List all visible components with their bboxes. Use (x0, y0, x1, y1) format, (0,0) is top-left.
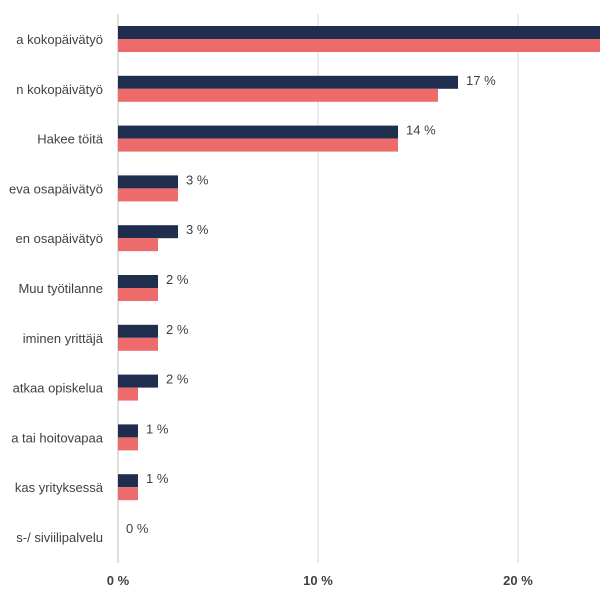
data-label: 0 % (126, 521, 149, 536)
category-label: en osapäivätyö (16, 231, 103, 246)
data-label: 3 % (186, 172, 209, 187)
category-label: atkaa opiskelua (13, 381, 104, 396)
category-label: a kokopäivätyö (16, 32, 103, 47)
bars (118, 26, 600, 501)
bar-series-2 (118, 39, 600, 52)
bar-series-2 (118, 487, 138, 501)
category-label: a tai hoitovapaa (11, 430, 104, 445)
data-label: 1 % (146, 471, 169, 486)
bar-series-2 (118, 138, 398, 152)
data-label: 17 % (466, 73, 496, 88)
bar-series-2 (118, 238, 158, 252)
category-label: kas yrityksessä (15, 480, 104, 495)
bar-series-1 (118, 424, 138, 438)
bar-series-1 (118, 175, 178, 189)
x-tick-label: 0 % (107, 573, 130, 588)
bar-series-1 (118, 374, 158, 388)
x-tick-label: 10 % (303, 573, 333, 588)
bar-series-1 (118, 324, 158, 338)
category-label: Muu työtilanne (18, 281, 103, 296)
bar-series-2 (118, 88, 438, 102)
data-label: 14 % (406, 123, 436, 138)
bar-series-1 (118, 26, 600, 39)
bar-series-1 (118, 75, 458, 89)
data-label: 1 % (146, 421, 169, 436)
bar-series-1 (118, 275, 158, 288)
bar-series-1 (118, 225, 178, 239)
bar-series-2 (118, 437, 138, 451)
category-label: s-/ siviilipalvelu (16, 530, 103, 545)
category-label: Hakee töitä (37, 132, 104, 147)
x-tick-label: 20 % (503, 573, 533, 588)
bar-series-2 (118, 387, 138, 401)
data-label: 2 % (166, 272, 189, 287)
bar-series-2 (118, 188, 178, 202)
bar-series-2 (118, 288, 158, 301)
data-label: 2 % (166, 322, 189, 337)
bar-series-1 (118, 125, 398, 139)
category-label: iminen yrittäjä (23, 331, 104, 346)
data-label: 3 % (186, 222, 209, 237)
data-label: 2 % (166, 372, 189, 387)
category-label: eva osapäivätyö (9, 181, 103, 196)
category-label: n kokopäivätyö (16, 82, 103, 97)
bar-series-1 (118, 474, 138, 488)
bar-series-2 (118, 337, 158, 351)
